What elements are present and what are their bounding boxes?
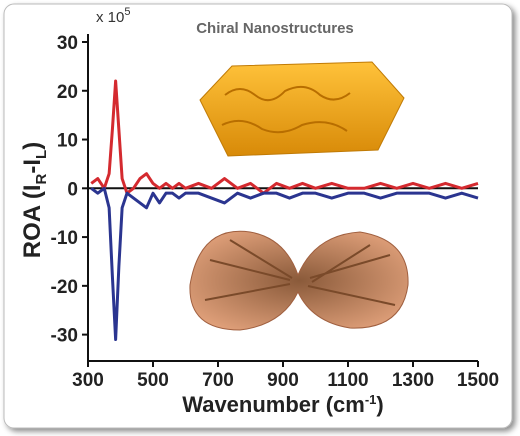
- y-axis-label: ROA (IR-IL): [19, 142, 50, 258]
- chart-title: Chiral Nanostructures: [196, 20, 354, 37]
- x-tick-label: 700: [202, 370, 234, 391]
- y-tick-label: 20: [57, 82, 78, 103]
- scale-label: x 105: [96, 6, 130, 26]
- y-tick-label: 10: [57, 131, 78, 152]
- y-label-part: ): [19, 142, 46, 150]
- data-line: [90, 186, 479, 341]
- scale-exponent: 5: [124, 6, 130, 18]
- x-tick-label: 900: [267, 370, 299, 391]
- y-label-sub: L: [33, 150, 50, 159]
- y-tick-label: -20: [51, 277, 78, 298]
- x-tick-label: 1300: [392, 370, 434, 391]
- y-tick-label: -30: [51, 326, 78, 347]
- y-label-part: ROA (I: [19, 184, 46, 258]
- x-tick-label: 300: [72, 370, 104, 391]
- x-axis-label: Wavenumber (cm-1): [182, 392, 383, 417]
- y-tick-label: 30: [57, 33, 78, 54]
- x-tick-label: 1500: [457, 370, 499, 391]
- y-tick-label: -10: [51, 228, 78, 249]
- x-tick-label: 1100: [327, 370, 368, 391]
- y-tick-label: 0: [67, 179, 78, 200]
- scale-base: x 10: [96, 9, 124, 26]
- x-tick-label: 500: [137, 370, 169, 391]
- y-label-sub: R: [33, 173, 50, 184]
- y-label-part: -I: [19, 159, 46, 174]
- gold-nanostructure: [199, 61, 405, 157]
- data-line: [90, 79, 479, 195]
- copper-nanostructure: [189, 230, 409, 331]
- x-label-part: ): [376, 392, 383, 417]
- x-label-part: Wavenumber (cm: [182, 392, 365, 417]
- x-label-sup: -1: [365, 392, 377, 407]
